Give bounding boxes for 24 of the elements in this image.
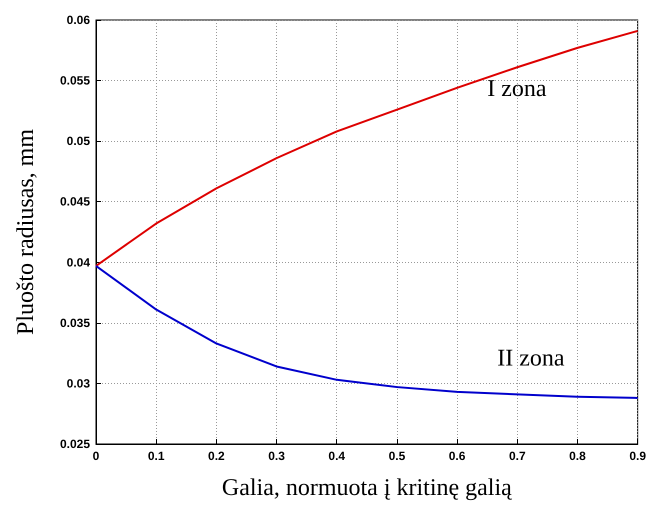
x-tick-label: 0.1 xyxy=(148,449,165,463)
y-tick-label: 0.03 xyxy=(66,376,90,390)
y-tick-label: 0.055 xyxy=(60,74,90,88)
y-tick-label: 0.04 xyxy=(66,255,90,270)
y-tick-label: 0.035 xyxy=(60,316,90,330)
x-tick-label: 0.2 xyxy=(208,449,226,463)
x-tick-label: 0.3 xyxy=(268,449,286,463)
x-tick-label: 0 xyxy=(92,449,100,463)
line-series xyxy=(95,264,639,399)
series-label: I zona xyxy=(487,76,547,102)
y-tick-label: 0.06 xyxy=(66,13,90,27)
series-label: II zona xyxy=(497,345,565,372)
x-tick-label: 0.5 xyxy=(388,449,406,463)
y-tick-label: 0.025 xyxy=(60,437,90,451)
y-tick-label: 0.05 xyxy=(66,134,90,148)
x-tick-label: 0.9 xyxy=(629,449,646,463)
x-tick-label: 0.4 xyxy=(328,449,346,463)
x-tick-label: 0.6 xyxy=(448,449,466,463)
x-axis-title: Galia, normuota į kritinę galią xyxy=(222,475,512,501)
y-axis-title: Pluošto radiusas, mm xyxy=(13,128,39,336)
x-tick-label: 0.7 xyxy=(508,449,526,463)
line-series xyxy=(95,30,639,267)
y-tick-label: 0.045 xyxy=(60,194,90,209)
x-tick-label: 0.8 xyxy=(569,449,586,463)
